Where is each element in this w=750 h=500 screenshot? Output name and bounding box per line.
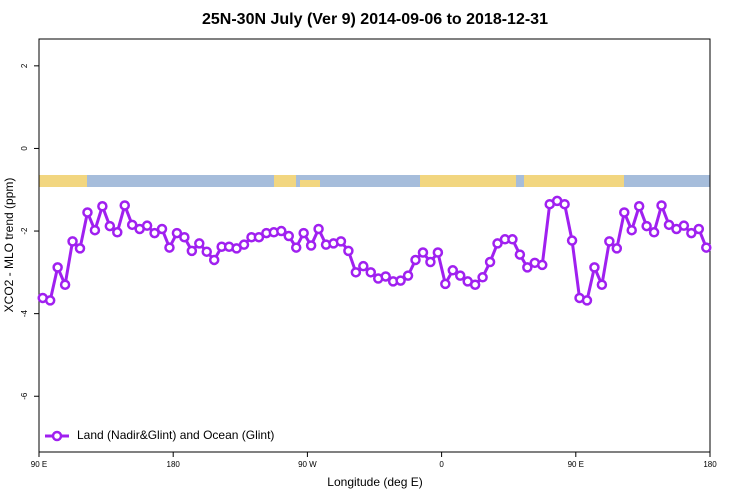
data-point <box>417 247 429 258</box>
data-point <box>432 247 444 258</box>
data-point <box>678 220 690 231</box>
y-tick-label: -2 <box>20 227 29 235</box>
x-tick-label: 90 W <box>298 460 317 469</box>
data-point <box>410 254 421 266</box>
land-band <box>274 175 296 187</box>
data-point <box>164 242 175 253</box>
data-point <box>701 242 712 253</box>
data-point <box>440 278 451 290</box>
legend-label: Land (Nadir&Glint) and Ocean (Glint) <box>77 428 274 442</box>
data-point <box>469 279 481 290</box>
data-point <box>283 230 295 242</box>
data-point <box>566 235 578 246</box>
data-point <box>619 207 630 218</box>
data-point <box>447 265 459 276</box>
data-point <box>179 231 190 243</box>
land-band <box>300 180 320 187</box>
data-point <box>112 227 123 238</box>
data-point <box>663 219 675 231</box>
data-point <box>201 246 212 257</box>
chart-title: 25N-30N July (Ver 9) 2014-09-06 to 2018-… <box>202 11 548 28</box>
x-tick-label: 0 <box>439 460 444 469</box>
data-point <box>507 234 518 245</box>
data-point <box>59 279 71 290</box>
data-point <box>380 271 391 282</box>
data-point <box>141 220 153 231</box>
data-point <box>97 201 108 212</box>
data-point <box>648 227 660 238</box>
data-point <box>298 227 309 239</box>
data-point <box>492 238 503 249</box>
data-point <box>238 239 250 250</box>
data-point <box>126 219 138 231</box>
x-tick-label: 180 <box>703 460 717 469</box>
data-point <box>626 224 637 236</box>
data-point <box>82 207 93 218</box>
data-point <box>559 198 570 210</box>
data-point <box>656 200 667 211</box>
legend-marker <box>51 430 63 442</box>
data-point <box>186 245 198 257</box>
data-point <box>335 236 347 247</box>
data-point <box>693 223 705 235</box>
data-point <box>156 223 168 235</box>
y-tick-label: -4 <box>20 310 29 318</box>
data-point <box>537 259 548 271</box>
data-point <box>425 256 436 268</box>
data-point <box>402 270 414 281</box>
data-point <box>149 227 160 239</box>
data-point <box>208 254 220 266</box>
data-point <box>395 275 406 286</box>
data-point <box>686 227 697 239</box>
data-point <box>194 238 205 249</box>
y-tick-label: 0 <box>20 146 29 151</box>
data-point <box>484 256 496 268</box>
y-tick-label: -6 <box>20 392 29 400</box>
land-band <box>39 175 87 187</box>
data-point <box>581 295 593 306</box>
y-tick-label: 2 <box>20 63 29 68</box>
data-point <box>343 245 354 257</box>
data-point <box>290 242 302 253</box>
x-axis-label: Longitude (deg E) <box>327 475 422 489</box>
data-point <box>313 223 324 235</box>
data-point <box>350 267 362 278</box>
data-point <box>67 236 78 247</box>
land-band <box>524 175 624 187</box>
data-point <box>454 270 466 281</box>
data-point <box>74 243 86 254</box>
x-tick-label: 90 E <box>31 460 47 469</box>
data-point <box>119 200 130 211</box>
data-point <box>589 262 600 273</box>
data-point <box>89 224 101 236</box>
data-point <box>365 267 377 278</box>
x-tick-label: 180 <box>167 460 181 469</box>
data-point <box>514 249 526 260</box>
x-tick-label: 90 E <box>568 460 584 469</box>
data-point <box>596 279 608 290</box>
data-point <box>611 243 623 254</box>
data-point <box>522 262 533 273</box>
data-point <box>641 220 652 232</box>
data-point <box>104 220 116 232</box>
data-point <box>253 231 265 243</box>
data-point <box>171 227 183 239</box>
data-point <box>52 262 63 273</box>
land-ocean-strip <box>39 175 710 187</box>
data-point <box>305 240 317 251</box>
data-point <box>633 201 645 212</box>
y-axis-label: XCO2 - MLO trend (ppm) <box>2 178 16 313</box>
land-band <box>420 175 516 187</box>
data-point <box>604 236 615 247</box>
data-point <box>477 272 488 283</box>
data-point <box>44 295 56 306</box>
data-point <box>358 260 369 272</box>
data-point <box>276 225 287 237</box>
